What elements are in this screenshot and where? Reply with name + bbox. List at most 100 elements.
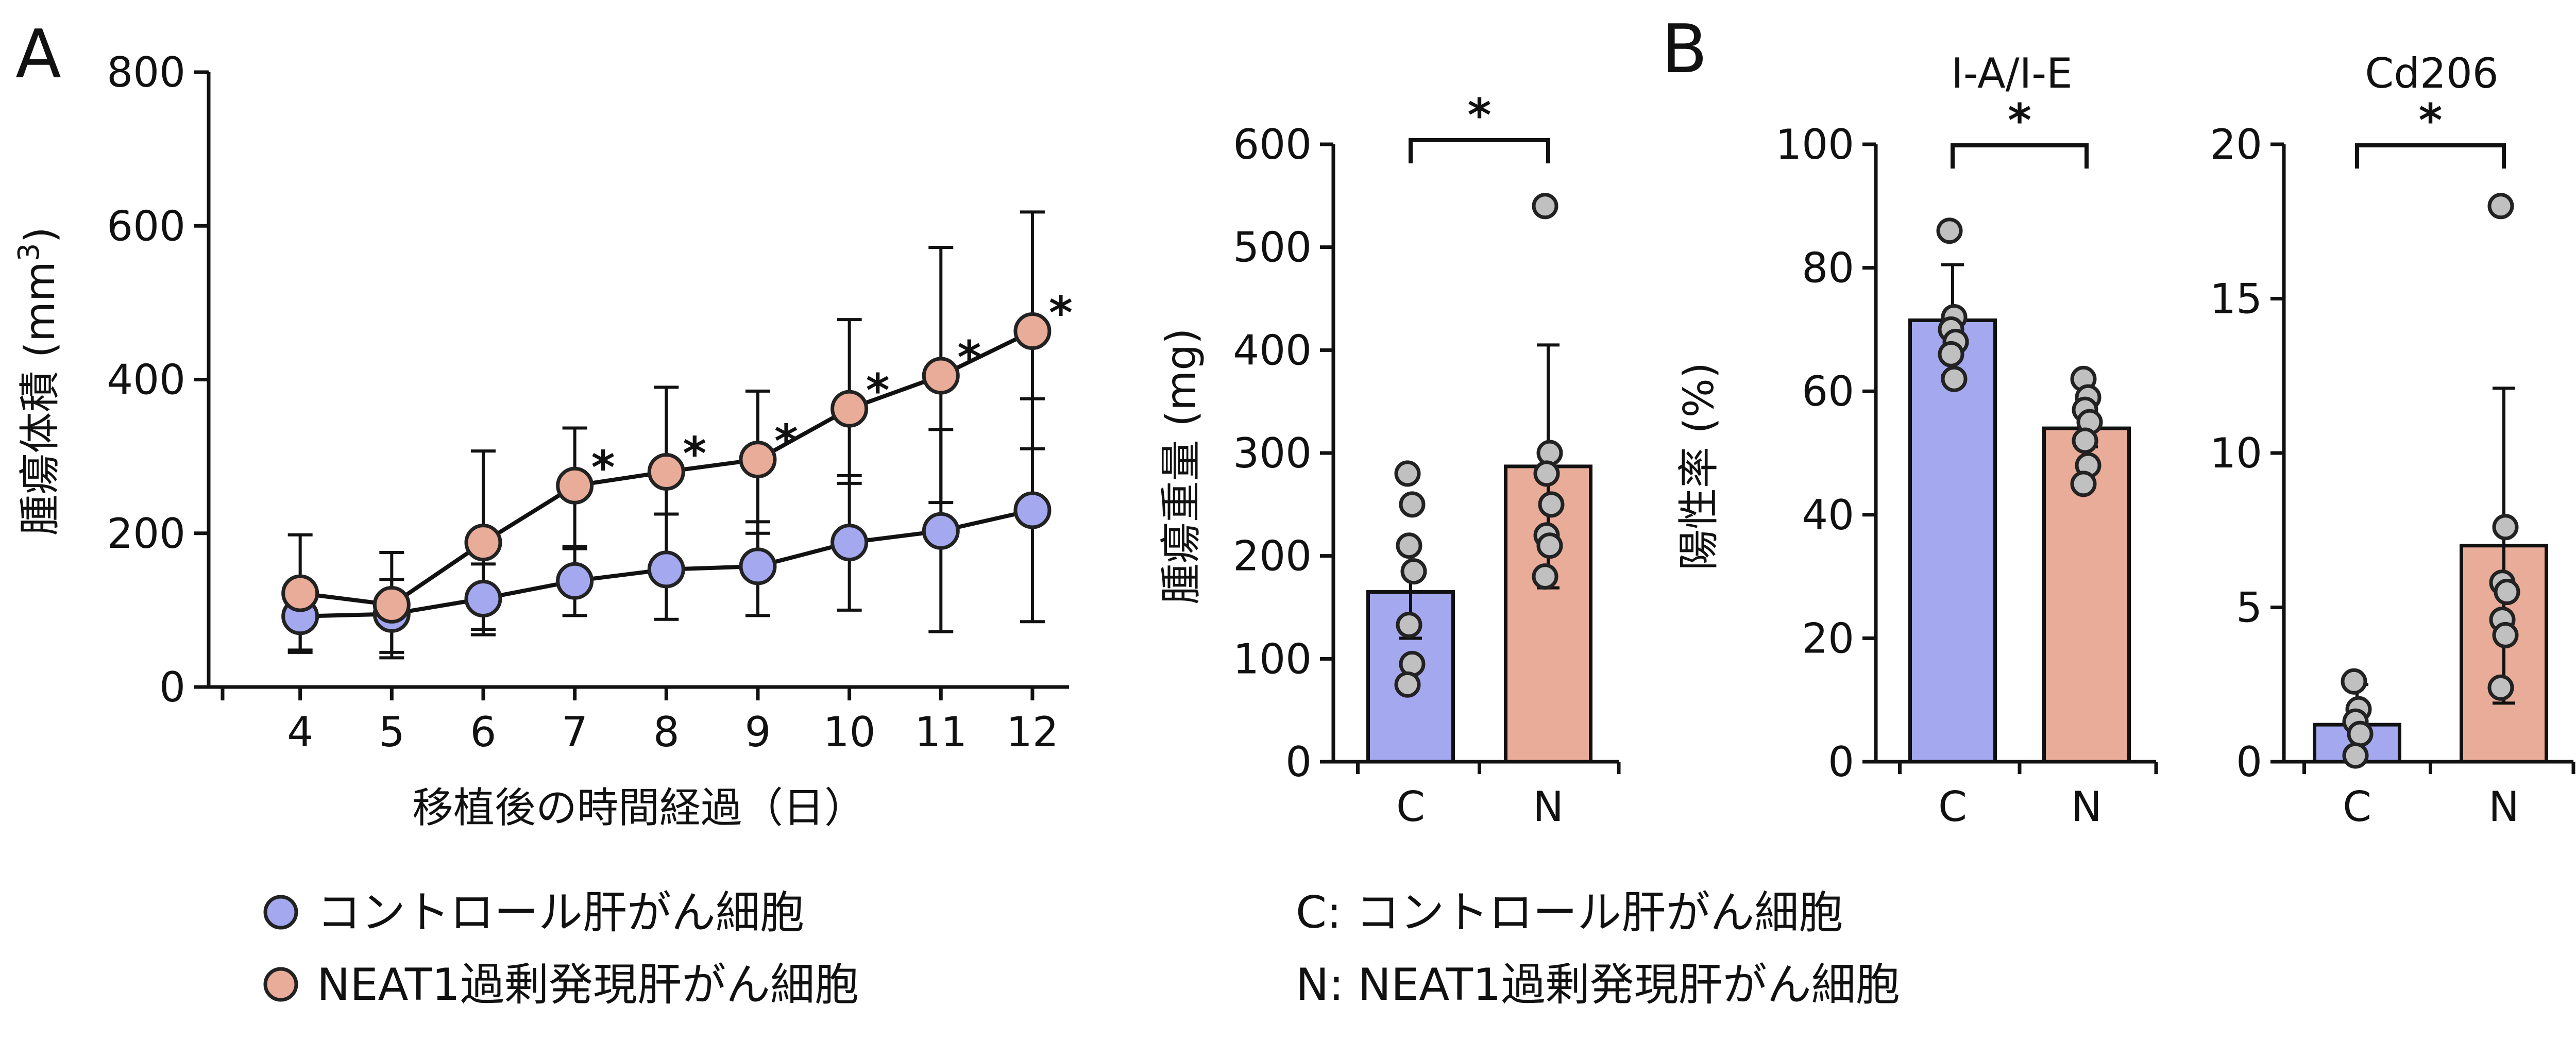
y-tick-label: 15 bbox=[2210, 275, 2262, 323]
y-tick-label: 60 bbox=[1802, 367, 1854, 415]
data-point-neat1 bbox=[464, 524, 502, 562]
data-point-control bbox=[556, 562, 594, 600]
y-tick-label: 100 bbox=[1233, 635, 1312, 683]
y-tick-label: 0 bbox=[159, 663, 185, 711]
data-point-neat1 bbox=[1013, 312, 1052, 350]
y-tick-label: 600 bbox=[107, 202, 185, 250]
x-tick-label: 11 bbox=[914, 708, 967, 756]
data-point-neat1 bbox=[831, 390, 869, 428]
x-tick-label: 5 bbox=[379, 708, 405, 756]
data-point bbox=[2487, 193, 2514, 220]
data-point-control bbox=[464, 580, 502, 618]
significance-bracket bbox=[1409, 138, 1550, 163]
line-chart-x-label: 移植後の時間経過（日） bbox=[412, 784, 866, 832]
y-tick-label: 20 bbox=[1802, 614, 1854, 662]
data-point bbox=[1400, 558, 1427, 585]
y-tick-label: 600 bbox=[1233, 121, 1312, 169]
data-point bbox=[1399, 491, 1426, 518]
significance-star: * bbox=[774, 415, 798, 468]
data-point bbox=[1538, 491, 1565, 518]
footnote-c: C: コントロール肝がん細胞 bbox=[1296, 887, 1843, 939]
data-point bbox=[2072, 427, 2098, 454]
significance-bracket bbox=[1951, 143, 2089, 169]
x-tick-label: 6 bbox=[470, 708, 497, 756]
x-tick-label: 10 bbox=[823, 708, 876, 756]
y-tick-label: 500 bbox=[1233, 224, 1312, 272]
significance-bracket bbox=[2355, 143, 2506, 169]
data-point-neat1 bbox=[281, 574, 319, 612]
y-tick-label: 0 bbox=[2236, 738, 2262, 786]
legend-neat1-label: NEAT1過剰発現肝がん細胞 bbox=[317, 959, 859, 1011]
x-tick-label: 9 bbox=[745, 708, 771, 756]
x-tick-label: 8 bbox=[653, 708, 680, 756]
y-tick-label: 200 bbox=[1233, 532, 1312, 580]
data-point bbox=[2070, 471, 2097, 497]
data-point bbox=[1394, 460, 1421, 487]
significance-star: * bbox=[2418, 94, 2442, 147]
x-tick-label: 4 bbox=[287, 708, 313, 756]
data-point-control bbox=[831, 524, 869, 562]
bar-chart-title: I-A/I-E bbox=[1951, 49, 2072, 97]
data-point bbox=[1536, 532, 1563, 559]
significance-star: * bbox=[866, 364, 890, 417]
legend-control-marker bbox=[263, 895, 298, 930]
y-tick-label: 100 bbox=[1775, 121, 1854, 169]
x-tick-label: 12 bbox=[1006, 708, 1059, 756]
x-tick-label: N bbox=[2071, 783, 2102, 831]
line-chart-series bbox=[281, 312, 1052, 635]
data-point bbox=[2494, 579, 2520, 606]
data-point-neat1 bbox=[647, 453, 685, 491]
data-point-neat1 bbox=[739, 441, 777, 479]
x-tick-label: 7 bbox=[562, 708, 588, 756]
significance-star: * bbox=[1467, 89, 1491, 142]
y-tick-label: 10 bbox=[2210, 429, 2262, 477]
x-tick-label: C bbox=[1396, 783, 1425, 831]
data-point bbox=[1532, 193, 1558, 220]
legend-control-label: コントロール肝がん細胞 bbox=[317, 887, 804, 939]
significance-star: * bbox=[591, 441, 615, 494]
line-chart-y-label: 腫瘍体積 (mm3) bbox=[12, 227, 64, 535]
data-point bbox=[1941, 365, 1968, 392]
footnote-n: N: NEAT1過剰発現肝がん細胞 bbox=[1296, 959, 1900, 1011]
y-tick-label: 300 bbox=[1233, 429, 1312, 477]
ia-ie-bar-chart: 0 20 40 60 80 100 C N *I-A/I-E bbox=[1775, 49, 2158, 831]
y-tick-label: 20 bbox=[2210, 121, 2262, 169]
significance-star: * bbox=[683, 427, 706, 480]
legend: コントロール肝がん細胞 NEAT1過剰発現肝がん細胞 bbox=[263, 887, 859, 1011]
data-point bbox=[2492, 622, 2519, 648]
bar-chart-title: Cd206 bbox=[2365, 49, 2498, 97]
significance-star: * bbox=[957, 331, 981, 384]
data-point-control bbox=[739, 547, 777, 585]
data-point-control bbox=[922, 512, 960, 550]
panel-b-letter: B bbox=[1662, 10, 1707, 88]
line-chart-significance: * * * * * * bbox=[591, 287, 1073, 494]
data-point bbox=[1936, 217, 1963, 244]
significance-star: * bbox=[1049, 287, 1073, 340]
data-point bbox=[2492, 514, 2519, 541]
data-point bbox=[1938, 341, 1964, 367]
data-point bbox=[1533, 460, 1560, 487]
x-tick-label: N bbox=[2488, 783, 2519, 831]
legend-neat1-marker bbox=[263, 967, 298, 1002]
data-point-control bbox=[647, 550, 685, 589]
data-point bbox=[1396, 611, 1422, 638]
data-point-neat1 bbox=[922, 357, 960, 395]
y-tick-label: 40 bbox=[1802, 491, 1854, 539]
bar-N bbox=[2042, 426, 2131, 764]
y-tick-label: 200 bbox=[107, 510, 185, 558]
y-tick-label: 400 bbox=[1233, 326, 1312, 374]
x-tick-label: C bbox=[1938, 783, 1967, 831]
weight-y-label: 腫瘍重量 (mg) bbox=[1157, 328, 1205, 605]
data-point bbox=[2342, 742, 2369, 769]
data-point-control bbox=[1013, 491, 1052, 529]
x-tick-label: C bbox=[2343, 783, 2371, 831]
data-point bbox=[2341, 668, 2367, 695]
data-point-neat1 bbox=[372, 585, 411, 624]
x-tick-label: N bbox=[1533, 783, 1564, 831]
significance-star: * bbox=[2008, 94, 2031, 147]
y-tick-label: 0 bbox=[1828, 738, 1854, 786]
cd206-bar-chart: 0 5 10 15 20 C N *Cd206 bbox=[2210, 49, 2575, 831]
y-tick-label: 800 bbox=[107, 48, 185, 96]
data-point bbox=[2347, 720, 2374, 747]
